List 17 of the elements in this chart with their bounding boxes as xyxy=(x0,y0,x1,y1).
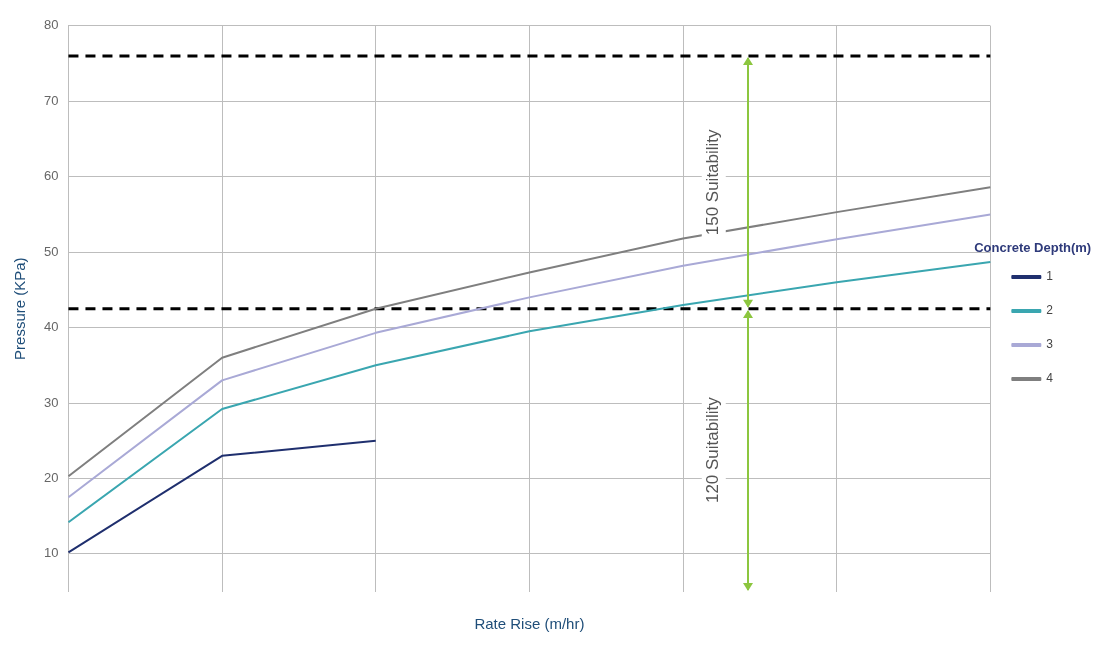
annotation: 150 Suitability xyxy=(703,128,723,236)
x-axis-title: Rate Rise (m/hr) xyxy=(474,615,585,633)
legend-title: Concrete Depth(m) xyxy=(974,240,1092,256)
y-tick-label: 10 xyxy=(43,545,59,561)
y-tick-label: 40 xyxy=(43,319,59,335)
legend-label: 2 xyxy=(1046,303,1054,318)
annotation: 120 Suitability xyxy=(703,396,723,504)
legend-label: 1 xyxy=(1046,269,1054,284)
y-tick-label: 30 xyxy=(43,394,59,410)
legend-label: 4 xyxy=(1046,371,1054,386)
y-tick-label: 70 xyxy=(43,92,59,108)
y-tick-label: 80 xyxy=(43,17,59,33)
y-tick-label: 20 xyxy=(43,470,59,486)
y-axis-title: Pressure (KPa) xyxy=(11,257,29,360)
legend-label: 3 xyxy=(1046,337,1054,352)
y-tick-label: 50 xyxy=(43,243,59,259)
y-tick-label: 60 xyxy=(43,168,59,184)
